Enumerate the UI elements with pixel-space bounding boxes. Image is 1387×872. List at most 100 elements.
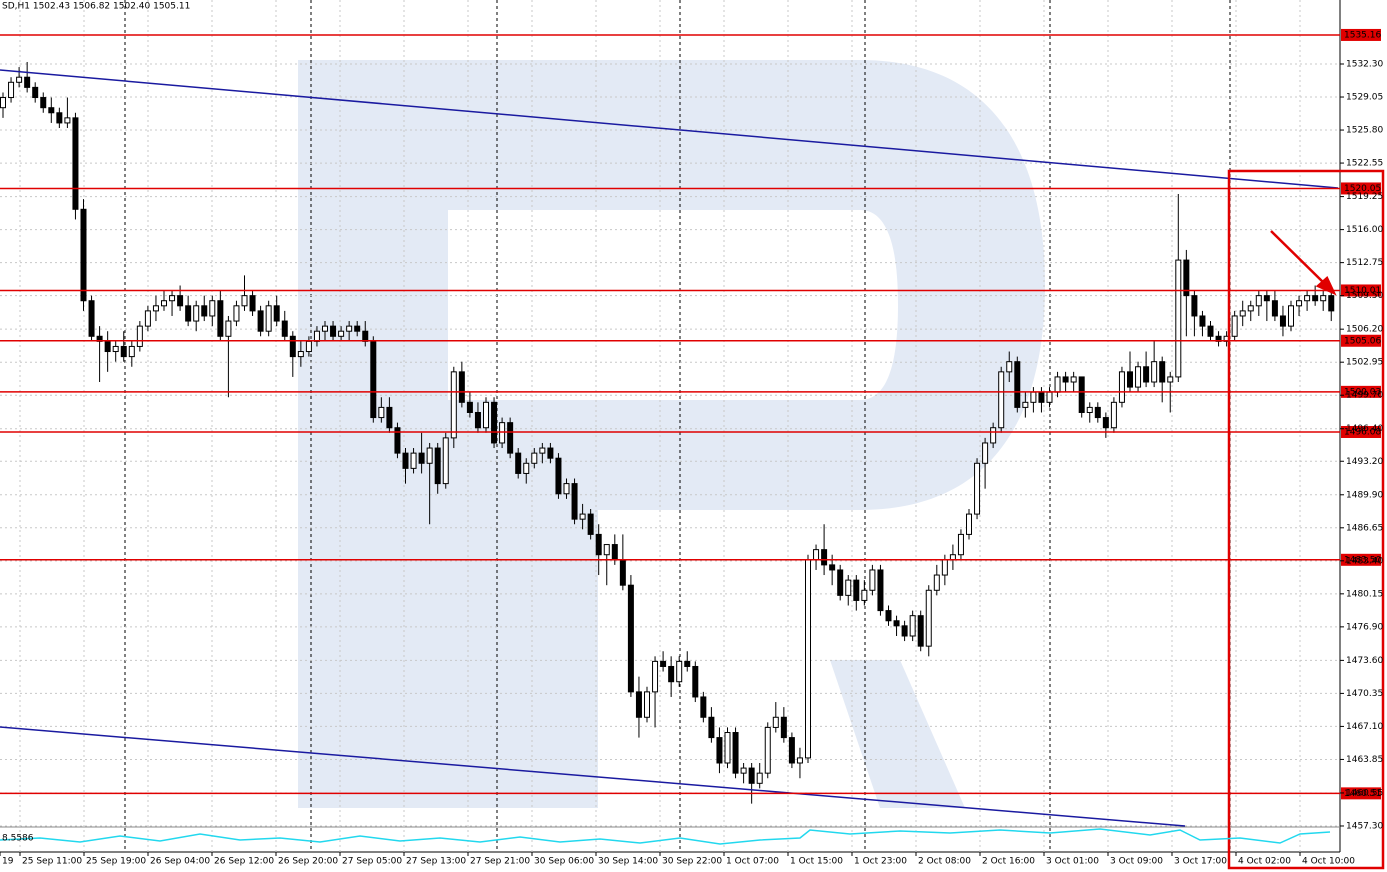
candle-body (265, 305, 272, 332)
candle-body (676, 660, 683, 683)
candle-body (72, 117, 79, 210)
x-tick-label: 25 Sep 11:00 (22, 857, 82, 867)
candle-body (1271, 300, 1278, 317)
candle-body (813, 549, 820, 561)
level-tag (1341, 284, 1381, 297)
candle-body (1054, 376, 1061, 393)
candle-body (80, 208, 87, 302)
candle-body (442, 437, 449, 485)
candle-body (1006, 361, 1013, 373)
level-label: 1496.08 (1344, 427, 1381, 437)
level-tag (1341, 553, 1381, 566)
candle-body (1151, 361, 1158, 383)
candle-body (998, 371, 1005, 429)
candle-body (821, 549, 828, 566)
candle-body (394, 427, 401, 454)
candle-body (974, 462, 981, 515)
x-tick-label: 1 Oct 23:00 (854, 857, 907, 867)
y-tick-label: 1467.10 (1346, 722, 1383, 732)
y-tick-label: 1460.55 (1346, 788, 1383, 798)
candle-body (1199, 315, 1206, 327)
candle-body (1296, 300, 1303, 307)
candle-body (837, 569, 844, 596)
candle-body (346, 325, 353, 332)
candle-body (1288, 305, 1294, 327)
candle-body (949, 554, 956, 561)
candle-body (603, 544, 610, 556)
candle-body (555, 457, 562, 495)
candle-body (8, 81, 15, 99)
y-tick-label: 1486.65 (1346, 523, 1383, 533)
candle-body (434, 447, 441, 485)
candle-body (1207, 325, 1214, 337)
x-tick-label: 4 Oct 10:00 (1302, 857, 1355, 867)
candle-body (523, 462, 530, 474)
candle-body (796, 757, 803, 764)
y-tick-label: 1457.30 (1346, 821, 1383, 831)
x-tick-label: 30 Sep 06:00 (534, 857, 594, 867)
candle-body (933, 574, 940, 591)
level-label: 1483.50 (1344, 555, 1381, 565)
candle-body (829, 564, 836, 571)
lower-trendline (0, 726, 1186, 827)
candle-body (539, 447, 546, 454)
candle-body (24, 76, 31, 88)
candle-body (507, 422, 514, 454)
candle-body (579, 513, 586, 520)
y-tick-label: 1480.15 (1346, 589, 1383, 599)
y-tick-label: 1476.90 (1346, 622, 1383, 632)
x-tick-label: 27 Sep 13:00 (406, 857, 466, 867)
candle-body (120, 345, 127, 358)
candle-body (499, 422, 506, 444)
candle-body (635, 691, 642, 718)
candle-body (474, 411, 481, 429)
x-tick-label: 3 Oct 09:00 (1110, 857, 1163, 867)
candle-body (692, 665, 699, 698)
candle-body (1030, 391, 1037, 403)
y-tick-label: 1509.50 (1346, 291, 1383, 301)
arrow (1270, 230, 1337, 296)
candle-body (1328, 295, 1335, 312)
candle-body (1070, 376, 1077, 383)
candle-body (716, 737, 723, 764)
x-tick-label: 1 Oct 15:00 (790, 857, 843, 867)
candle-body (136, 325, 143, 347)
x-tick-label: 26 Sep 04:00 (150, 857, 210, 867)
candle-body (1110, 401, 1117, 429)
candle-body (177, 295, 184, 307)
candle-body (112, 345, 119, 353)
candle-body (0, 97, 6, 109)
candle-body (64, 117, 71, 124)
x-tick-label: 4 Oct 02:00 (1238, 857, 1291, 867)
y-tick-label: 1522.55 (1346, 159, 1383, 169)
candle-body (233, 305, 240, 322)
candle-body (152, 305, 159, 312)
candle-body (515, 452, 522, 474)
x-tick-label: 26 Sep 20:00 (278, 857, 338, 867)
y-tick-label: 1506.20 (1346, 325, 1383, 335)
candle-body (378, 406, 385, 419)
candle-body (756, 772, 763, 784)
level-tag (1341, 425, 1381, 438)
candle-body (1312, 295, 1319, 302)
candle-body (732, 732, 739, 774)
x-tick-label: 3 Oct 01:00 (1046, 857, 1099, 867)
candle-body (652, 660, 659, 693)
candle-body (1239, 310, 1246, 317)
y-tick-label: 1499.70 (1346, 391, 1383, 401)
candle-body (845, 579, 852, 596)
x-tick-label: 2 Oct 08:00 (918, 857, 971, 867)
candle-body (861, 589, 868, 601)
candle-body (982, 442, 989, 464)
level-tag (1341, 28, 1381, 41)
candle-body (1135, 366, 1142, 388)
candle-body (370, 340, 377, 419)
candle-body (885, 610, 892, 622)
levels: 1535.16 1520.05 1510.01 1505.06 1500.03 1496.… (0, 28, 1381, 800)
x-tick-label: 30 Sep 14:00 (598, 857, 658, 867)
level-tag (1341, 334, 1381, 347)
candle-body (418, 452, 425, 464)
y-tick-label: 1532.30 (1346, 60, 1383, 70)
y-tick-label: 1463.85 (1346, 755, 1383, 765)
candle-body (48, 107, 55, 114)
